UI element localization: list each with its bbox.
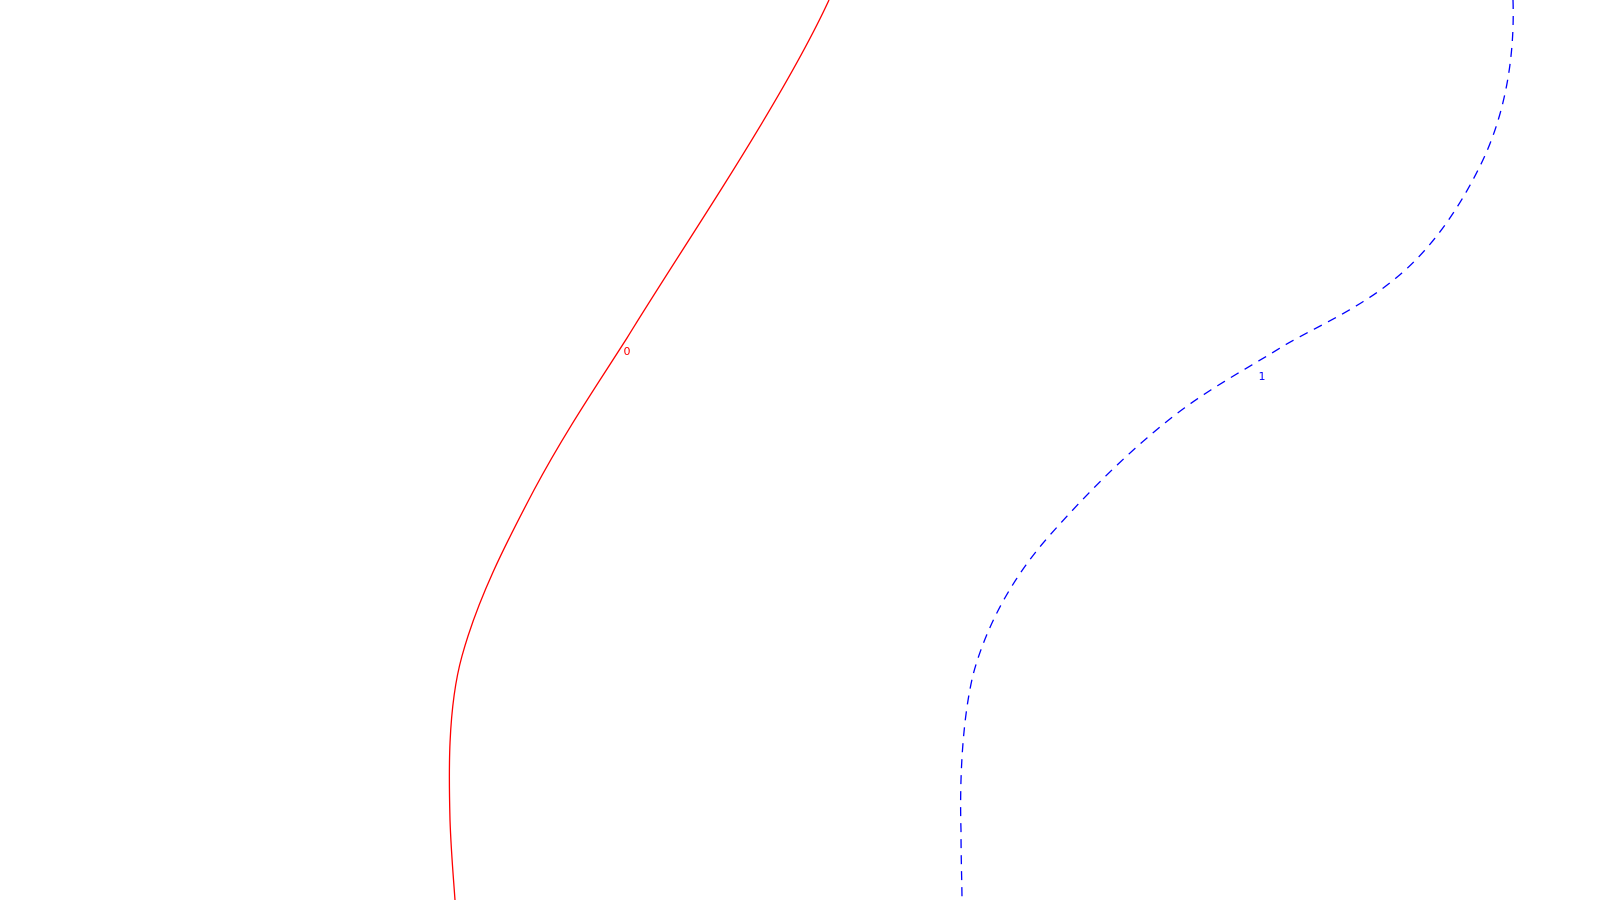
curve-0-path [448, 0, 830, 900]
curve-0-label: 0 [624, 345, 631, 358]
curve-1-path [959, 0, 1514, 900]
curve-1-label: 1 [1259, 370, 1266, 383]
